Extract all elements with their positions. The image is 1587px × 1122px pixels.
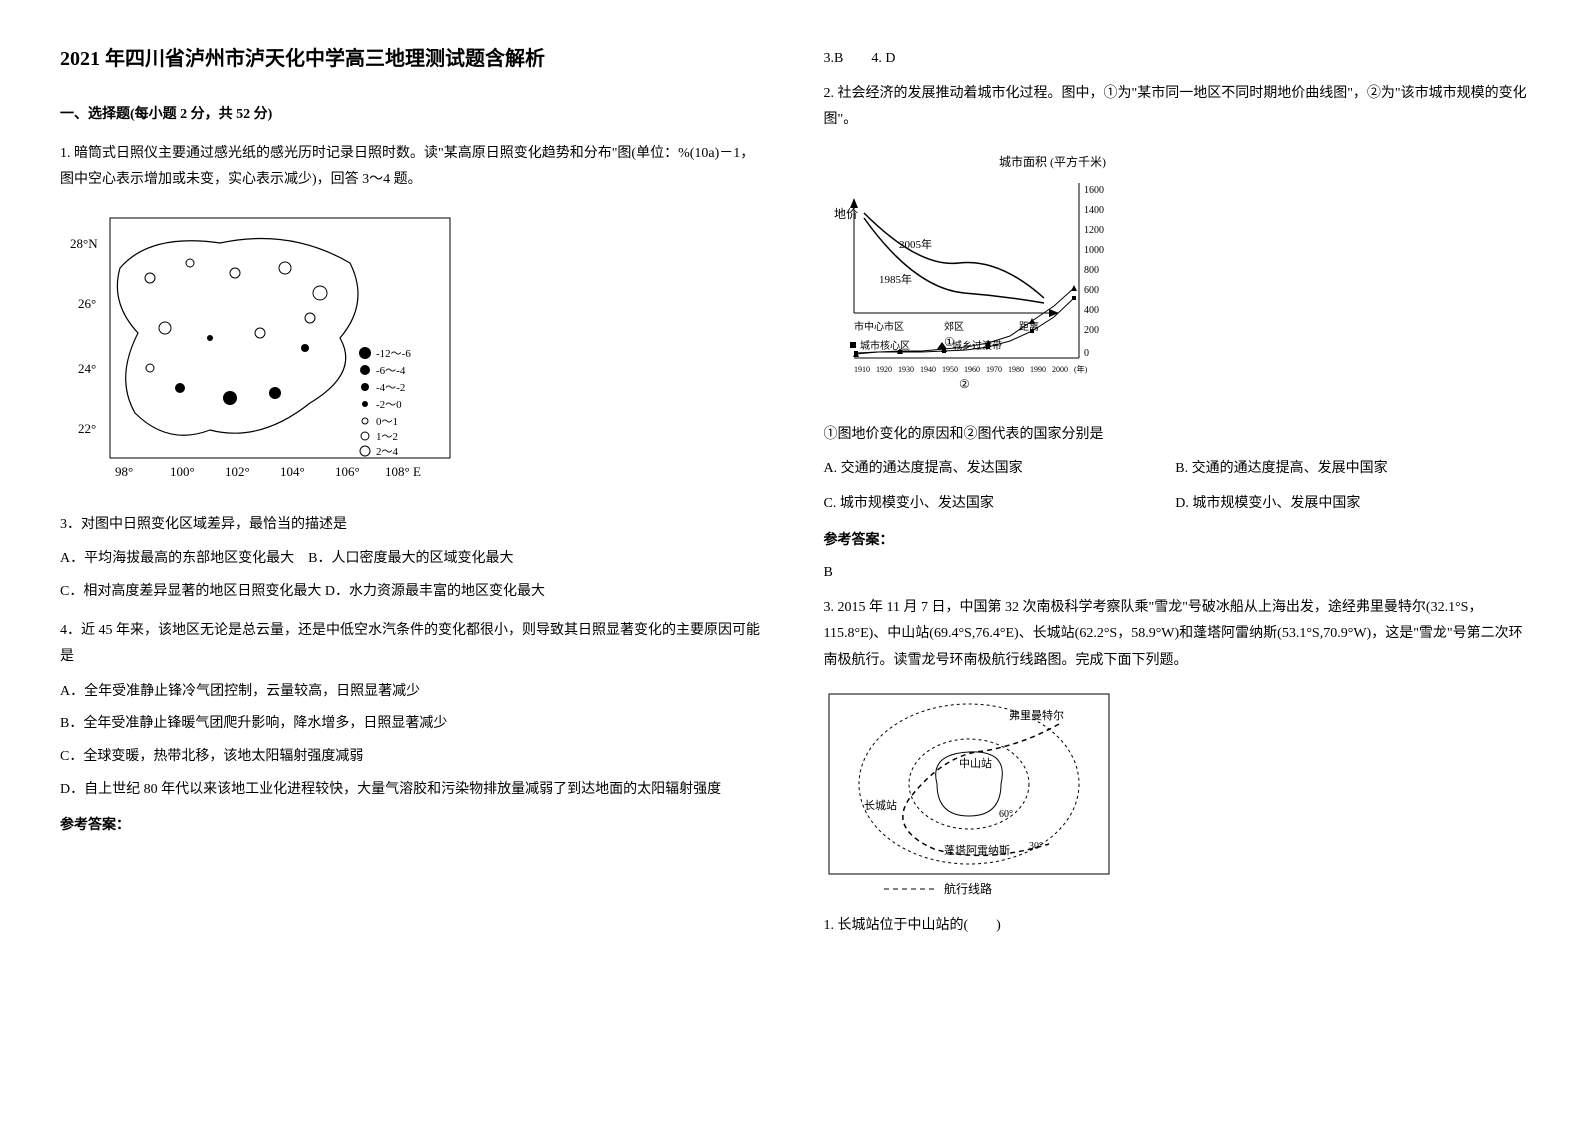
svg-text:400: 400 (1084, 305, 1099, 316)
q1-sub3-C: C．相对高度差异显著的地区日照变化最大 D．水力资源最丰富的地区变化最大 (60, 579, 764, 606)
svg-text:1930: 1930 (898, 365, 914, 374)
lat-label: 28°N (70, 236, 98, 251)
svg-text:1400: 1400 (1084, 205, 1104, 216)
svg-text:距离: 距离 (1019, 320, 1039, 333)
lon-label: 104° (280, 464, 305, 479)
q2-chart-figure: 城市面积 (平方千米) 1600 1400 1200 1000 800 600 … (824, 148, 1528, 408)
svg-text:800: 800 (1084, 265, 1099, 276)
svg-text:1200: 1200 (1084, 225, 1104, 236)
svg-text:蓬塔阿雷纳斯: 蓬塔阿雷纳斯 (944, 844, 1010, 857)
q2-intro: 2. 社会经济的发展推动着城市化过程。图中，①为"某市同一地区不同时期地价曲线图… (824, 81, 1528, 134)
svg-text:2005年: 2005年 (899, 237, 932, 251)
q1-sub3-A: A．平均海拔最高的东部地区变化最大 B．人口密度最大的区域变化最大 (60, 546, 764, 573)
svg-text:1960: 1960 (964, 365, 980, 374)
svg-text:-6～-4: -6～-4 (376, 365, 406, 377)
svg-text:-2～0: -2～0 (376, 399, 402, 411)
q2-stem: ①图地价变化的原因和②图代表的国家分别是 (824, 422, 1528, 449)
svg-text:1985年: 1985年 (879, 272, 912, 286)
svg-text:600: 600 (1084, 285, 1099, 296)
svg-text:1～2: 1～2 (376, 431, 398, 443)
q1-sub3-stem: 3．对图中日照变化区域差异，最恰当的描述是 (60, 512, 764, 539)
lon-label: 102° (225, 464, 250, 479)
svg-text:城市面积 (平方千米): 城市面积 (平方千米) (999, 154, 1106, 169)
q2-answer-label: 参考答案： (824, 528, 1528, 555)
q2-D: D. 城市规模变小、发展中国家 (1175, 491, 1527, 518)
svg-text:市中心市区: 市中心市区 (854, 320, 904, 333)
svg-text:1000: 1000 (1084, 245, 1104, 256)
q3-intro: 3. 2015 年 11 月 7 日，中国第 32 次南极科学考察队乘"雪龙"号… (824, 595, 1528, 675)
svg-text:弗里曼特尔: 弗里曼特尔 (1009, 708, 1064, 722)
q3-map-figure: 60° 30° 弗里曼特尔 中山站 长城站 蓬塔阿雷纳斯 航行线路 (824, 689, 1528, 899)
svg-text:1920: 1920 (876, 365, 892, 374)
q1-sub4-B: B．全年受准静止锋暖气团爬升影响，降水增多，日照显著减少 (60, 711, 764, 738)
svg-text:郊区: 郊区 (944, 320, 964, 333)
svg-text:60°: 60° (999, 809, 1013, 820)
svg-text:中山站: 中山站 (959, 756, 992, 770)
q1-answer-label: 参考答案： (60, 813, 764, 840)
lon-label: 106° (335, 464, 360, 479)
svg-text:200: 200 (1084, 325, 1099, 336)
svg-text:城乡过渡带: 城乡过渡带 (952, 339, 1002, 352)
q1-answer: 3.B 4. D (824, 46, 1528, 73)
lon-label: 100° (170, 464, 195, 479)
svg-text:1950: 1950 (942, 365, 958, 374)
svg-text:0～1: 0～1 (376, 416, 398, 428)
svg-text:1990: 1990 (1030, 365, 1046, 374)
svg-text:(年): (年) (1074, 364, 1088, 374)
svg-text:2000: 2000 (1052, 365, 1068, 374)
q1-sub4-stem: 4．近 45 年来，该地区无论是总云量，还是中低空水汽条件的变化都很小，则导致其… (60, 618, 764, 671)
svg-text:1970: 1970 (986, 365, 1002, 374)
svg-text:航行线路: 航行线路 (944, 881, 992, 896)
svg-text:1980: 1980 (1008, 365, 1024, 374)
q1-sub4-D: D．自上世纪 80 年代以来该地工业化进程较快，大量气溶胶和污染物排放量减弱了到… (60, 777, 764, 804)
svg-text:城市核心区: 城市核心区 (860, 339, 910, 352)
svg-text:0: 0 (1084, 348, 1089, 359)
svg-text:-4～-2: -4～-2 (376, 382, 405, 394)
q2-C: C. 城市规模变小、发达国家 (824, 491, 1176, 518)
q1-sub4-A: A．全年受准静止锋冷气团控制，云量较高，日照显著减少 (60, 679, 764, 706)
lat-label: 24° (78, 361, 96, 376)
q1-map-figure: 28°N 26° 24° 22° 98° 100° 102° 104° 106°… (60, 208, 764, 498)
svg-text:1910: 1910 (854, 365, 870, 374)
page-title: 2021 年四川省泸州市泸天化中学高三地理测试题含解析 (60, 40, 764, 78)
lon-label: 108° E (385, 464, 421, 479)
svg-text:1940: 1940 (920, 365, 936, 374)
svg-text:2～4: 2～4 (376, 446, 398, 458)
svg-text:-12～-6: -12～-6 (376, 348, 411, 360)
q1-sub4-C: C．全球变暖，热带北移，该地太阳辐射强度减弱 (60, 744, 764, 771)
lat-label: 26° (78, 296, 96, 311)
q2-A: A. 交通的通达度提高、发达国家 (824, 456, 1176, 483)
svg-text:长城站: 长城站 (864, 798, 897, 812)
q1-intro: 1. 暗筒式日照仪主要通过感光纸的感光历时记录日照时数。读"某高原日照变化趋势和… (60, 141, 764, 194)
q2-answer: B (824, 560, 1528, 587)
lat-label: 22° (78, 421, 96, 436)
lon-label: 98° (115, 464, 133, 479)
q2-B: B. 交通的通达度提高、发展中国家 (1175, 456, 1527, 483)
svg-text:②: ② (959, 377, 970, 391)
q3-sub1: 1. 长城站位于中山站的( ) (824, 913, 1528, 940)
svg-text:1600: 1600 (1084, 185, 1104, 196)
section-header: 一、选择题(每小题 2 分，共 52 分) (60, 102, 764, 129)
